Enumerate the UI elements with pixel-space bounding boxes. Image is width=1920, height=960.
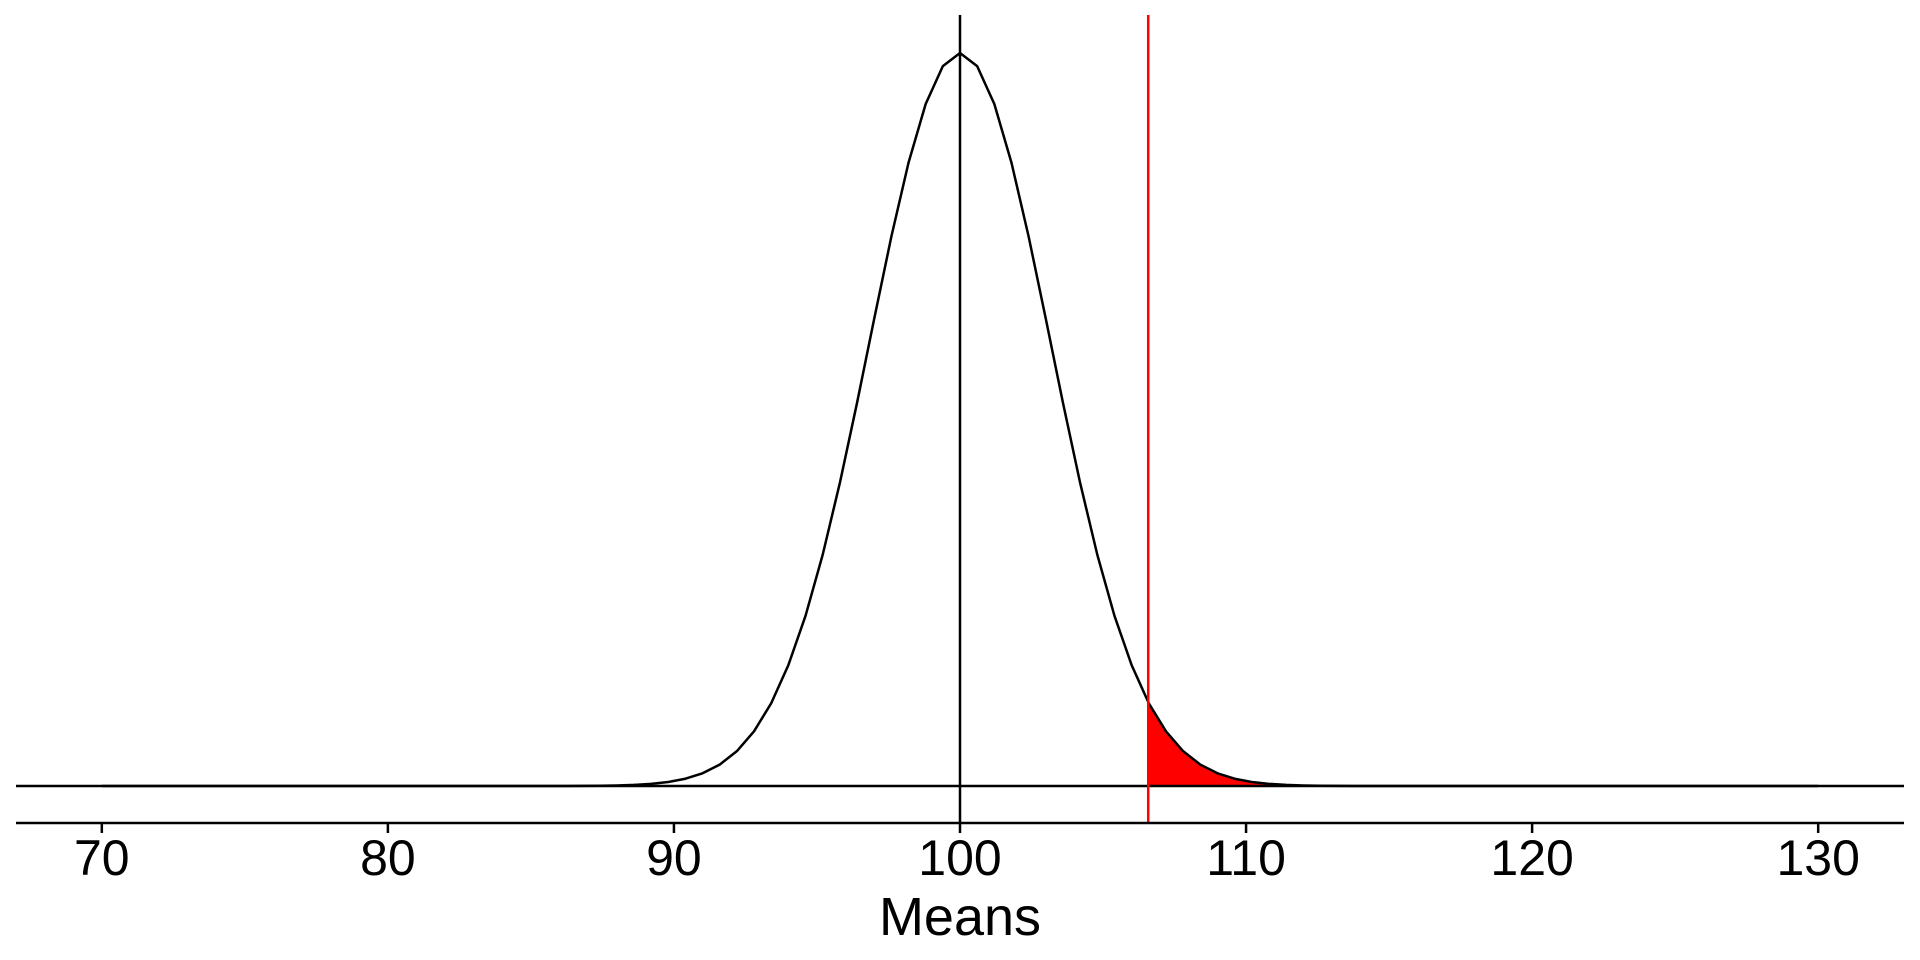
x-tick-label-120: 120 [1490, 830, 1573, 886]
x-tick-label-70: 70 [74, 830, 130, 886]
x-axis-title: Means [879, 887, 1041, 947]
x-tick-label-80: 80 [360, 830, 416, 886]
x-axis: 70 80 90 100 110 120 130 [16, 821, 1904, 886]
x-tick-label-130: 130 [1776, 830, 1859, 886]
x-tick-label-110: 110 [1206, 830, 1286, 886]
shaded-tail-region [1148, 702, 1819, 786]
plot-area [16, 15, 1904, 823]
x-tick-label-90: 90 [646, 830, 702, 886]
x-tick-label-100: 100 [918, 830, 1001, 886]
